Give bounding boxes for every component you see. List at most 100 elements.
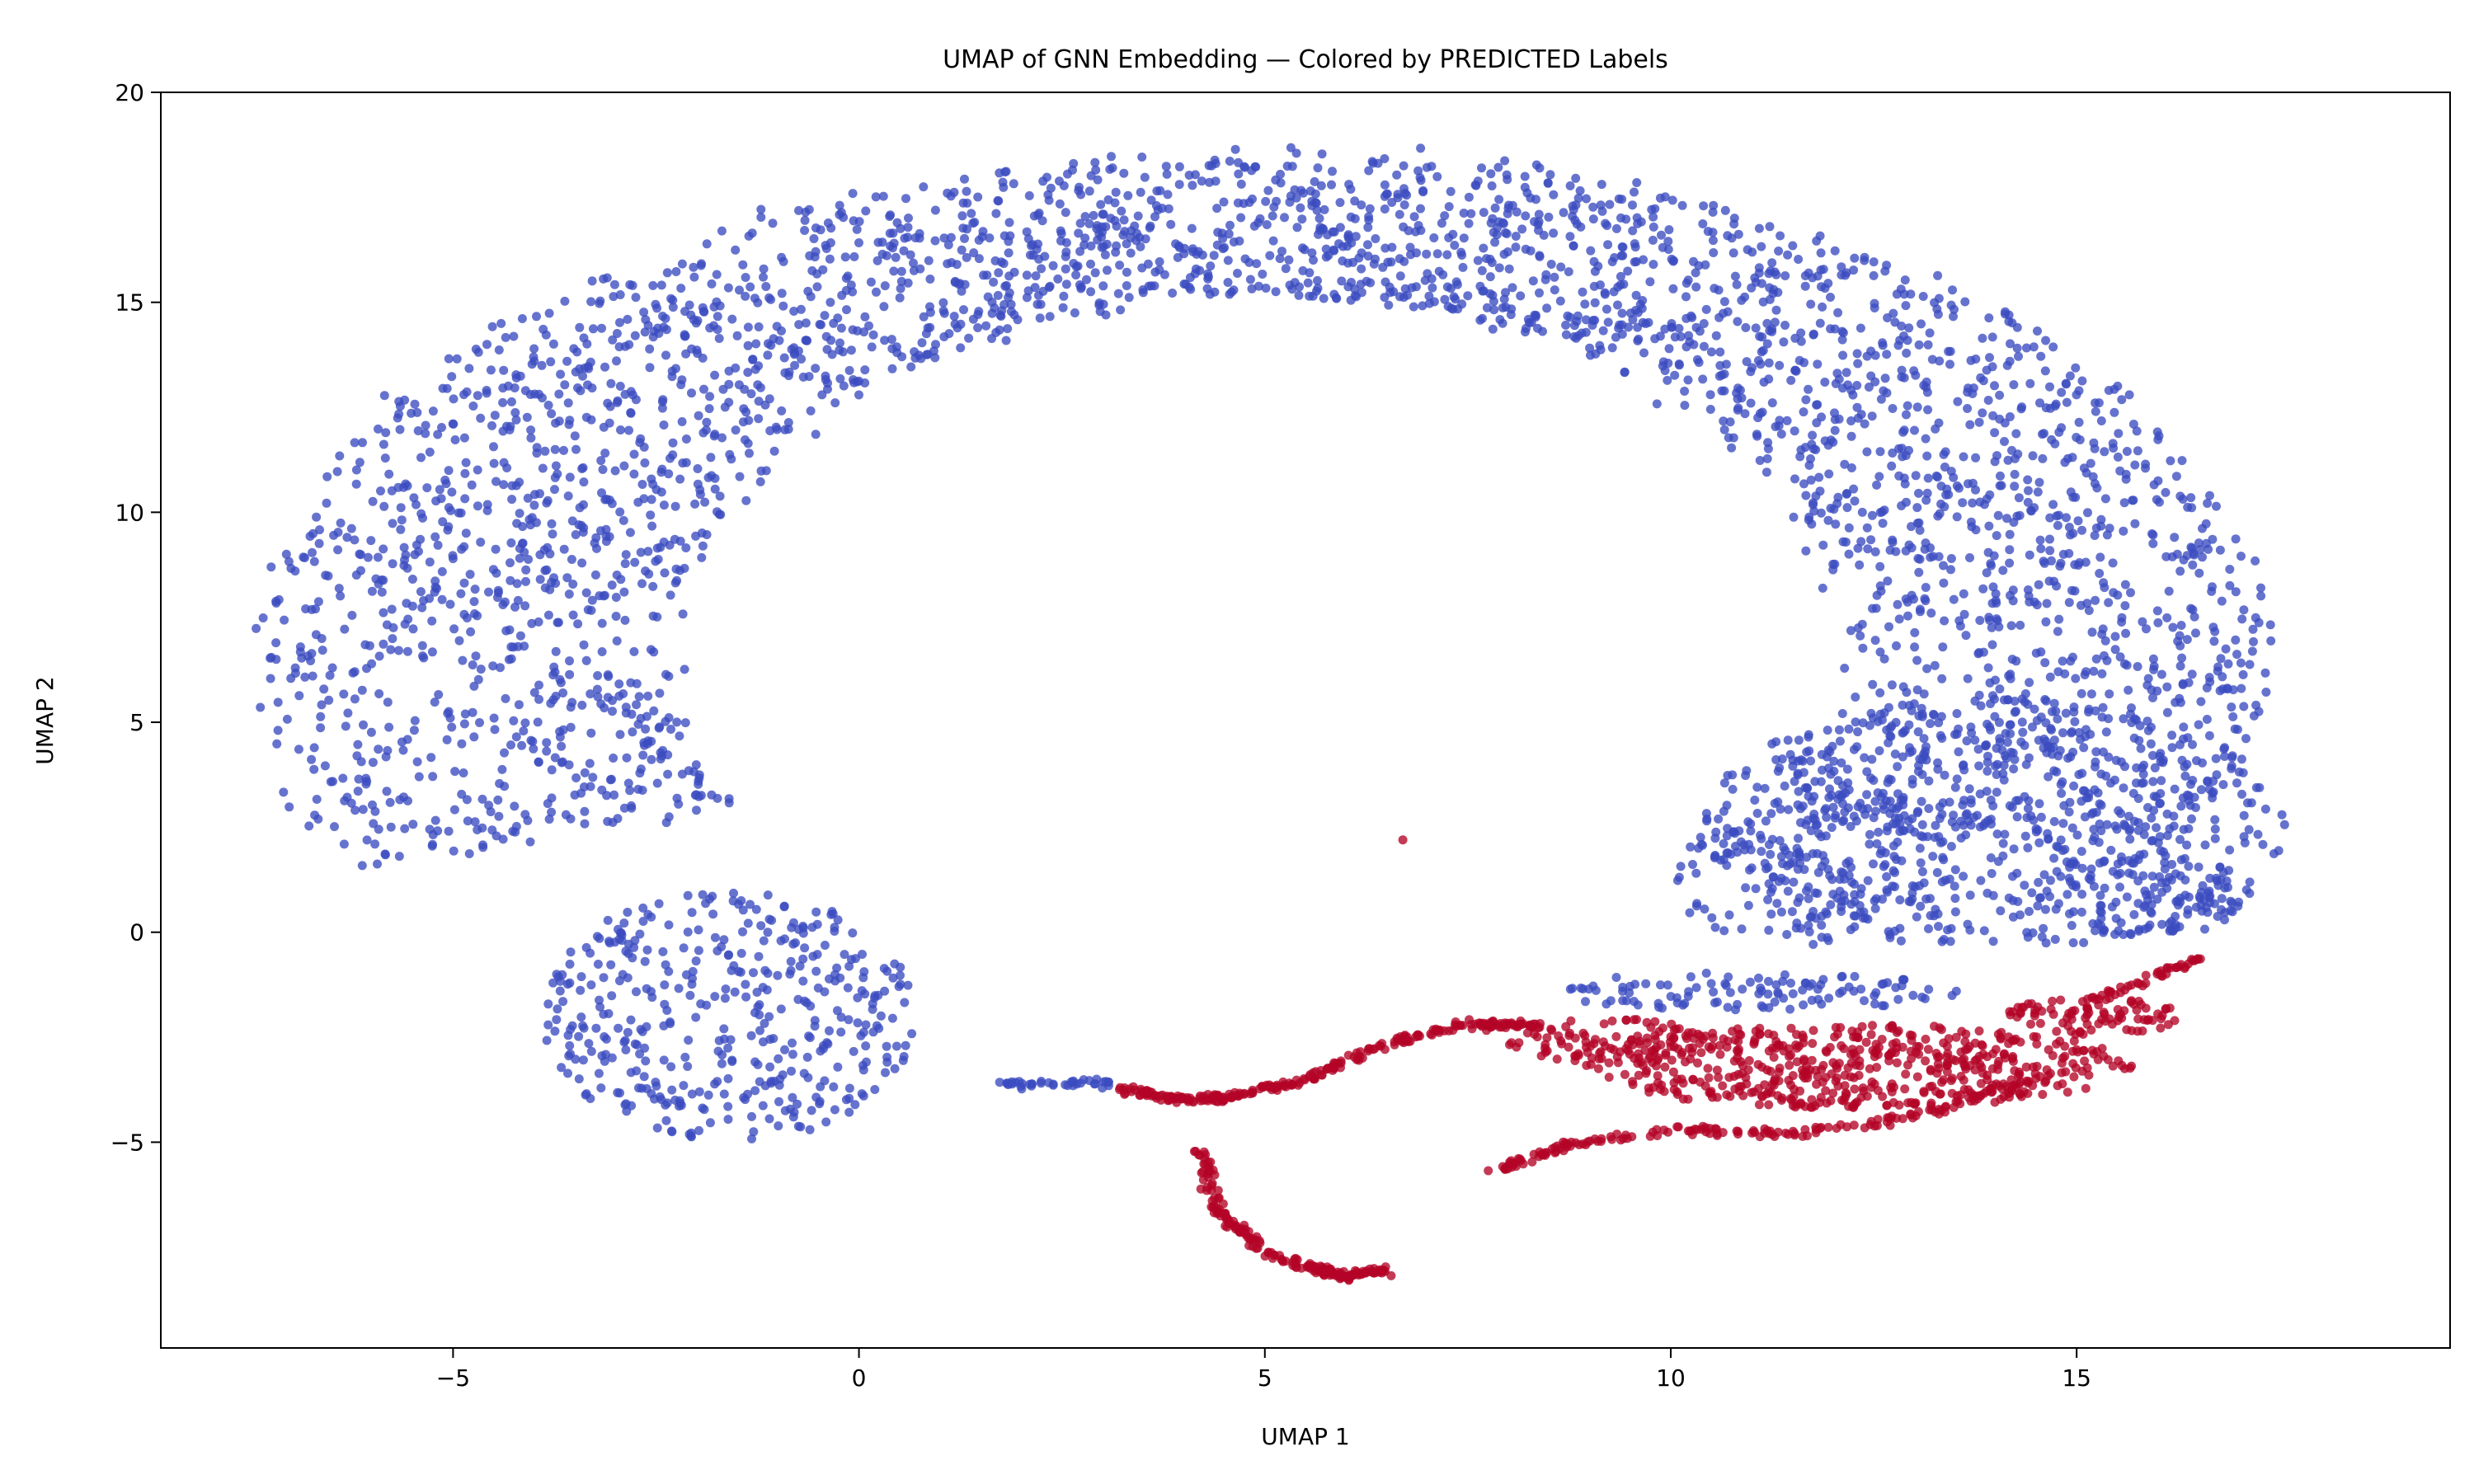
scatter-point bbox=[1688, 860, 1697, 869]
scatter-point bbox=[359, 720, 368, 730]
scatter-point bbox=[465, 570, 475, 580]
scatter-point bbox=[1061, 1080, 1070, 1090]
scatter-point bbox=[1764, 269, 1774, 279]
scatter-point bbox=[448, 554, 458, 564]
scatter-point bbox=[1703, 227, 1713, 237]
scatter-point bbox=[2161, 487, 2171, 497]
scatter-point bbox=[322, 498, 332, 508]
scatter-point bbox=[2045, 892, 2055, 901]
scatter-point bbox=[286, 563, 296, 573]
scatter-point bbox=[2148, 750, 2157, 760]
scatter-point bbox=[2053, 667, 2063, 677]
scatter-point bbox=[1463, 291, 1473, 301]
scatter-point bbox=[1709, 248, 1719, 257]
scatter-point bbox=[2012, 322, 2022, 332]
scatter-point bbox=[1926, 894, 1935, 904]
scatter-point bbox=[1150, 281, 1159, 291]
scatter-point bbox=[586, 605, 596, 615]
scatter-point bbox=[312, 795, 322, 804]
scatter-point bbox=[664, 966, 674, 976]
scatter-point bbox=[1691, 282, 1701, 292]
scatter-point bbox=[2247, 646, 2257, 656]
scatter-point bbox=[703, 472, 713, 482]
scatter-point bbox=[2133, 825, 2143, 835]
scatter-point bbox=[717, 226, 727, 236]
scatter-point bbox=[1298, 265, 1308, 275]
scatter-point bbox=[694, 411, 703, 420]
scatter-point bbox=[877, 249, 887, 259]
scatter-point bbox=[958, 198, 968, 208]
scatter-point bbox=[2077, 890, 2087, 899]
scatter-point bbox=[1914, 761, 1923, 771]
scatter-point bbox=[1493, 162, 1503, 172]
scatter-point bbox=[520, 386, 530, 396]
scatter-point bbox=[1663, 980, 1672, 990]
scatter-point bbox=[537, 360, 547, 370]
scatter-point bbox=[2210, 899, 2219, 909]
scatter-point bbox=[565, 656, 574, 666]
scatter-point bbox=[1841, 368, 1851, 378]
scatter-point bbox=[1898, 825, 1907, 835]
scatter-point bbox=[615, 317, 624, 327]
scatter-point bbox=[741, 273, 750, 282]
scatter-point bbox=[2029, 1031, 2039, 1041]
scatter-point bbox=[319, 684, 329, 694]
scatter-point bbox=[534, 680, 543, 690]
scatter-point bbox=[2053, 899, 2063, 909]
scatter-point bbox=[1140, 172, 1150, 182]
scatter-point bbox=[2006, 729, 2015, 739]
scatter-point bbox=[2077, 376, 2087, 386]
scatter-point bbox=[563, 1068, 572, 1078]
scatter-point bbox=[778, 301, 788, 311]
scatter-point bbox=[1988, 937, 1998, 946]
scatter-point bbox=[1059, 291, 1069, 301]
scatter-point bbox=[2227, 751, 2237, 761]
scatter-point bbox=[1796, 818, 1805, 828]
scatter-point bbox=[1754, 263, 1764, 273]
scatter-point bbox=[962, 224, 971, 234]
scatter-point bbox=[823, 218, 833, 228]
scatter-point bbox=[2023, 843, 2033, 852]
scatter-point bbox=[2096, 913, 2106, 923]
scatter-point bbox=[315, 525, 324, 535]
scatter-point bbox=[1630, 257, 1639, 267]
scatter-point bbox=[478, 840, 487, 850]
scatter-point bbox=[1820, 284, 1830, 294]
scatter-point bbox=[634, 692, 644, 702]
scatter-point bbox=[452, 354, 462, 364]
scatter-point bbox=[1830, 559, 1840, 569]
scatter-point bbox=[1701, 809, 1711, 819]
scatter-point bbox=[719, 1024, 729, 1034]
scatter-point bbox=[1719, 926, 1729, 936]
scatter-point bbox=[2216, 875, 2226, 885]
scatter-point bbox=[2064, 873, 2074, 883]
scatter-point bbox=[1113, 289, 1123, 298]
scatter-point bbox=[689, 262, 698, 272]
scatter-point bbox=[753, 380, 763, 390]
scatter-point bbox=[1663, 245, 1673, 254]
scatter-point bbox=[1680, 387, 1690, 396]
scatter-point bbox=[2188, 560, 2198, 570]
scatter-point bbox=[1817, 999, 1827, 1009]
scatter-point bbox=[2052, 581, 2062, 591]
scatter-point bbox=[1786, 1023, 1796, 1033]
scatter-point bbox=[514, 700, 524, 710]
scatter-point bbox=[1840, 459, 1850, 469]
scatter-point bbox=[595, 1002, 604, 1012]
scatter-point bbox=[1145, 221, 1155, 231]
scatter-point bbox=[709, 431, 719, 441]
scatter-point bbox=[2175, 740, 2185, 749]
scatter-point bbox=[2066, 487, 2076, 497]
scatter-point bbox=[656, 748, 666, 758]
scatter-point bbox=[680, 665, 689, 674]
scatter-point bbox=[2034, 877, 2044, 887]
scatter-point bbox=[273, 726, 283, 735]
scatter-point bbox=[1500, 156, 1510, 166]
scatter-point bbox=[2184, 824, 2194, 834]
scatter-point bbox=[1729, 219, 1739, 229]
scatter-point bbox=[1965, 553, 1974, 562]
scatter-point bbox=[2120, 821, 2130, 831]
scatter-point bbox=[1933, 270, 1943, 280]
scatter-point bbox=[1657, 230, 1666, 240]
scatter-point bbox=[271, 599, 281, 608]
